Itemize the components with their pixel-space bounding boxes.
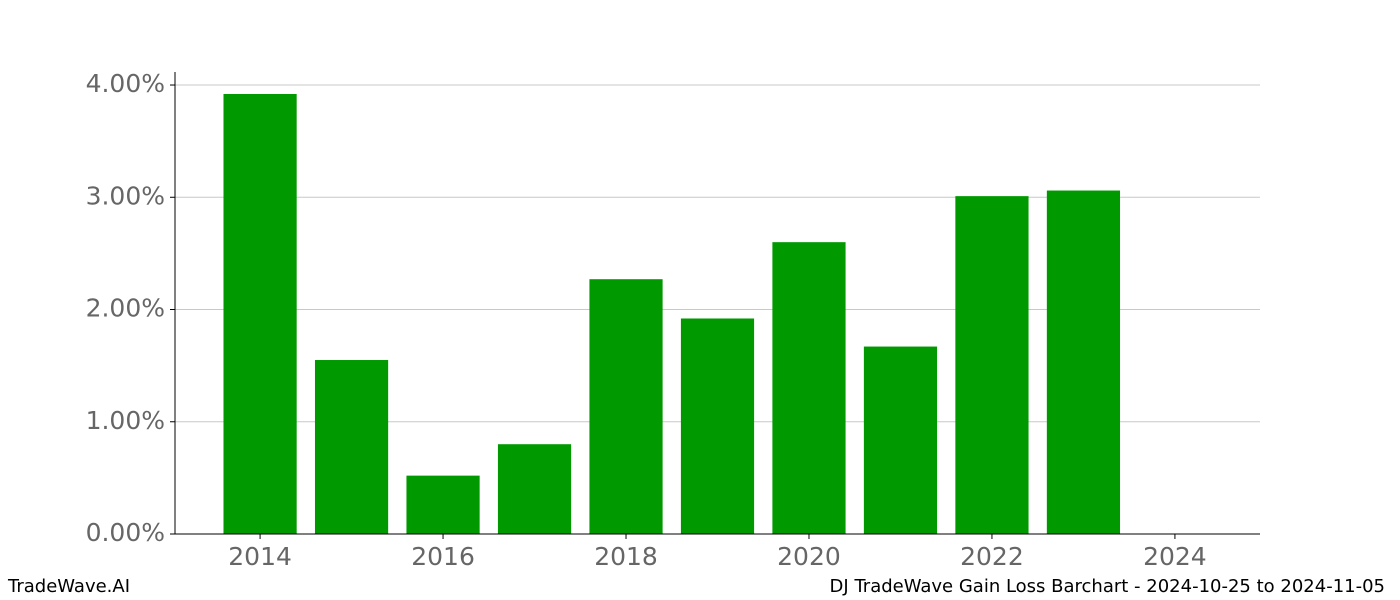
x-tick-label: 2022	[960, 542, 1024, 571]
x-tick-label: 2014	[228, 542, 292, 571]
bar	[406, 475, 480, 534]
y-tick-label: 4.00%	[86, 69, 165, 98]
y-tick-label: 3.00%	[86, 181, 165, 210]
y-tick-label: 0.00%	[86, 518, 165, 547]
bar	[863, 346, 938, 534]
bar	[497, 444, 572, 534]
bar	[223, 94, 297, 534]
watermark: TradeWave.AI	[7, 576, 130, 597]
bar	[772, 242, 846, 534]
x-tick-label: 2016	[411, 542, 475, 571]
bar	[955, 196, 1029, 534]
y-tick-label: 2.00%	[86, 294, 165, 323]
bar	[314, 360, 389, 534]
bar	[680, 318, 755, 534]
x-tick-label: 2020	[777, 542, 841, 571]
chart-title: DJ TradeWave Gain Loss Barchart - 2024-1…	[830, 576, 1385, 597]
x-tick-label: 2018	[594, 542, 658, 571]
bar	[589, 279, 663, 534]
bar	[1046, 190, 1121, 534]
x-tick-label: 2024	[1143, 542, 1207, 571]
y-tick-label: 1.00%	[86, 406, 165, 435]
